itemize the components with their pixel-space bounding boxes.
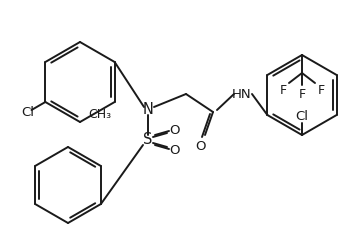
Text: CH₃: CH₃ — [88, 109, 111, 121]
Text: Cl: Cl — [295, 110, 308, 123]
Text: Cl: Cl — [21, 106, 34, 118]
Text: O: O — [196, 139, 206, 153]
Text: O: O — [170, 124, 180, 136]
Text: N: N — [143, 102, 153, 117]
Text: F: F — [298, 88, 306, 100]
Text: HN: HN — [232, 88, 252, 100]
Text: F: F — [279, 84, 287, 96]
Text: S: S — [143, 132, 153, 147]
Text: F: F — [317, 84, 325, 96]
Text: O: O — [170, 143, 180, 157]
